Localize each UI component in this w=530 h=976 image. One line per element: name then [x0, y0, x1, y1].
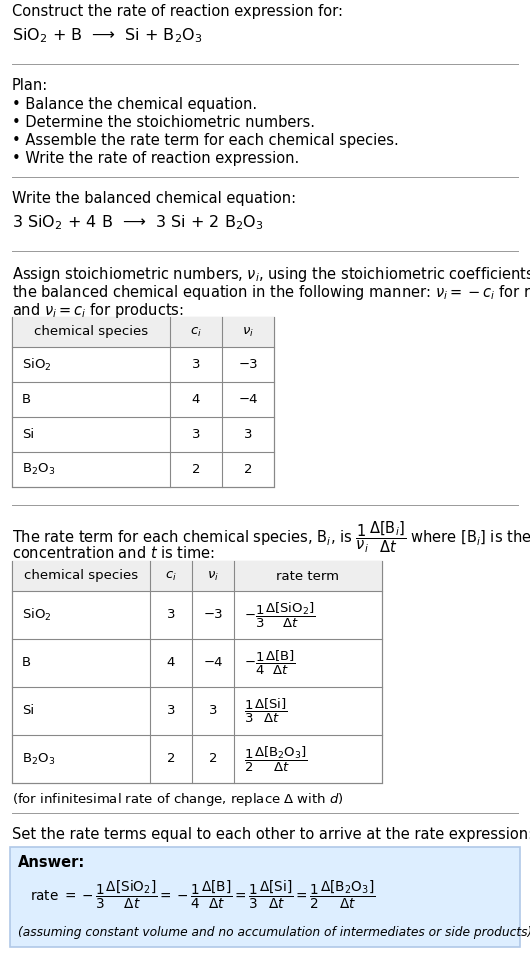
Text: −4: −4 [203, 657, 223, 670]
Text: Write the balanced chemical equation:: Write the balanced chemical equation: [12, 191, 296, 206]
Text: (for infinitesimal rate of change, replace Δ with $d$): (for infinitesimal rate of change, repla… [12, 791, 344, 808]
Text: chemical species: chemical species [34, 326, 148, 339]
Text: The rate term for each chemical species, B$_i$, is $\dfrac{1}{\nu_i}\dfrac{\Delt: The rate term for each chemical species,… [12, 519, 530, 554]
Text: 3: 3 [192, 358, 200, 371]
Bar [12, 561, 382, 591]
Text: $\dfrac{1}{2}\dfrac{\Delta[\mathrm{B_2O_3}]}{\Delta t}$: $\dfrac{1}{2}\dfrac{\Delta[\mathrm{B_2O_… [244, 745, 308, 774]
Text: Si: Si [22, 705, 34, 717]
Text: the balanced chemical equation in the following manner: $\nu_i = -c_i$ for react: the balanced chemical equation in the fo… [12, 283, 530, 302]
Text: 3: 3 [244, 428, 252, 441]
Text: $\nu_i$: $\nu_i$ [207, 569, 219, 583]
Text: • Balance the chemical equation.: • Balance the chemical equation. [12, 97, 257, 112]
Text: • Assemble the rate term for each chemical species.: • Assemble the rate term for each chemic… [12, 133, 399, 148]
Text: and $\nu_i = c_i$ for products:: and $\nu_i = c_i$ for products: [12, 301, 184, 320]
Text: 2: 2 [192, 463, 200, 476]
Text: $c_i$: $c_i$ [165, 569, 177, 583]
Text: 3 SiO$_2$ + 4 B  ⟶  3 Si + 2 B$_2$O$_3$: 3 SiO$_2$ + 4 B ⟶ 3 Si + 2 B$_2$O$_3$ [12, 213, 263, 231]
Bar [12, 317, 274, 347]
Text: $-\dfrac{1}{3}\dfrac{\Delta[\mathrm{SiO_2}]}{\Delta t}$: $-\dfrac{1}{3}\dfrac{\Delta[\mathrm{SiO_… [244, 600, 315, 630]
Text: $-\dfrac{1}{4}\dfrac{\Delta[\mathrm{B}]}{\Delta t}$: $-\dfrac{1}{4}\dfrac{\Delta[\mathrm{B}]}… [244, 649, 296, 677]
Text: (assuming constant volume and no accumulation of intermediates or side products): (assuming constant volume and no accumul… [18, 926, 530, 939]
Text: SiO$_2$ + B  ⟶  Si + B$_2$O$_3$: SiO$_2$ + B ⟶ Si + B$_2$O$_3$ [12, 26, 202, 45]
Text: Answer:: Answer: [18, 855, 85, 870]
Text: 2: 2 [167, 752, 175, 765]
Bar [12, 317, 274, 487]
Text: 3: 3 [167, 705, 175, 717]
Text: $\dfrac{1}{3}\dfrac{\Delta[\mathrm{Si}]}{\Delta t}$: $\dfrac{1}{3}\dfrac{\Delta[\mathrm{Si}]}… [244, 697, 288, 725]
Text: −3: −3 [238, 358, 258, 371]
Text: 3: 3 [192, 428, 200, 441]
Text: $\nu_i$: $\nu_i$ [242, 325, 254, 339]
Text: 3: 3 [167, 608, 175, 622]
Text: B: B [22, 393, 31, 406]
Text: B$_2$O$_3$: B$_2$O$_3$ [22, 752, 55, 766]
Text: SiO$_2$: SiO$_2$ [22, 607, 51, 623]
Text: B$_2$O$_3$: B$_2$O$_3$ [22, 462, 55, 477]
Text: chemical species: chemical species [24, 570, 138, 583]
Text: 4: 4 [167, 657, 175, 670]
FancyBboxPatch shape [10, 847, 520, 947]
Text: 4: 4 [192, 393, 200, 406]
Text: Construct the rate of reaction expression for:: Construct the rate of reaction expressio… [12, 4, 343, 19]
Text: B: B [22, 657, 31, 670]
Text: Plan:: Plan: [12, 78, 48, 93]
Bar [12, 561, 382, 783]
Text: Si: Si [22, 428, 34, 441]
Text: 2: 2 [244, 463, 252, 476]
Text: $c_i$: $c_i$ [190, 325, 202, 339]
Text: SiO$_2$: SiO$_2$ [22, 356, 51, 373]
Text: 3: 3 [209, 705, 217, 717]
Text: rate term: rate term [277, 570, 340, 583]
Text: rate $= -\dfrac{1}{3}\dfrac{\Delta[\mathrm{SiO_2}]}{\Delta t} = -\dfrac{1}{4}\df: rate $= -\dfrac{1}{3}\dfrac{\Delta[\math… [30, 879, 376, 912]
Text: −4: −4 [238, 393, 258, 406]
Text: 2: 2 [209, 752, 217, 765]
Text: −3: −3 [203, 608, 223, 622]
Text: concentration and $t$ is time:: concentration and $t$ is time: [12, 545, 215, 561]
Text: Assign stoichiometric numbers, $\nu_i$, using the stoichiometric coefficients, $: Assign stoichiometric numbers, $\nu_i$, … [12, 265, 530, 284]
Text: • Write the rate of reaction expression.: • Write the rate of reaction expression. [12, 151, 299, 166]
Text: Set the rate terms equal to each other to arrive at the rate expression:: Set the rate terms equal to each other t… [12, 827, 530, 842]
Text: • Determine the stoichiometric numbers.: • Determine the stoichiometric numbers. [12, 115, 315, 130]
